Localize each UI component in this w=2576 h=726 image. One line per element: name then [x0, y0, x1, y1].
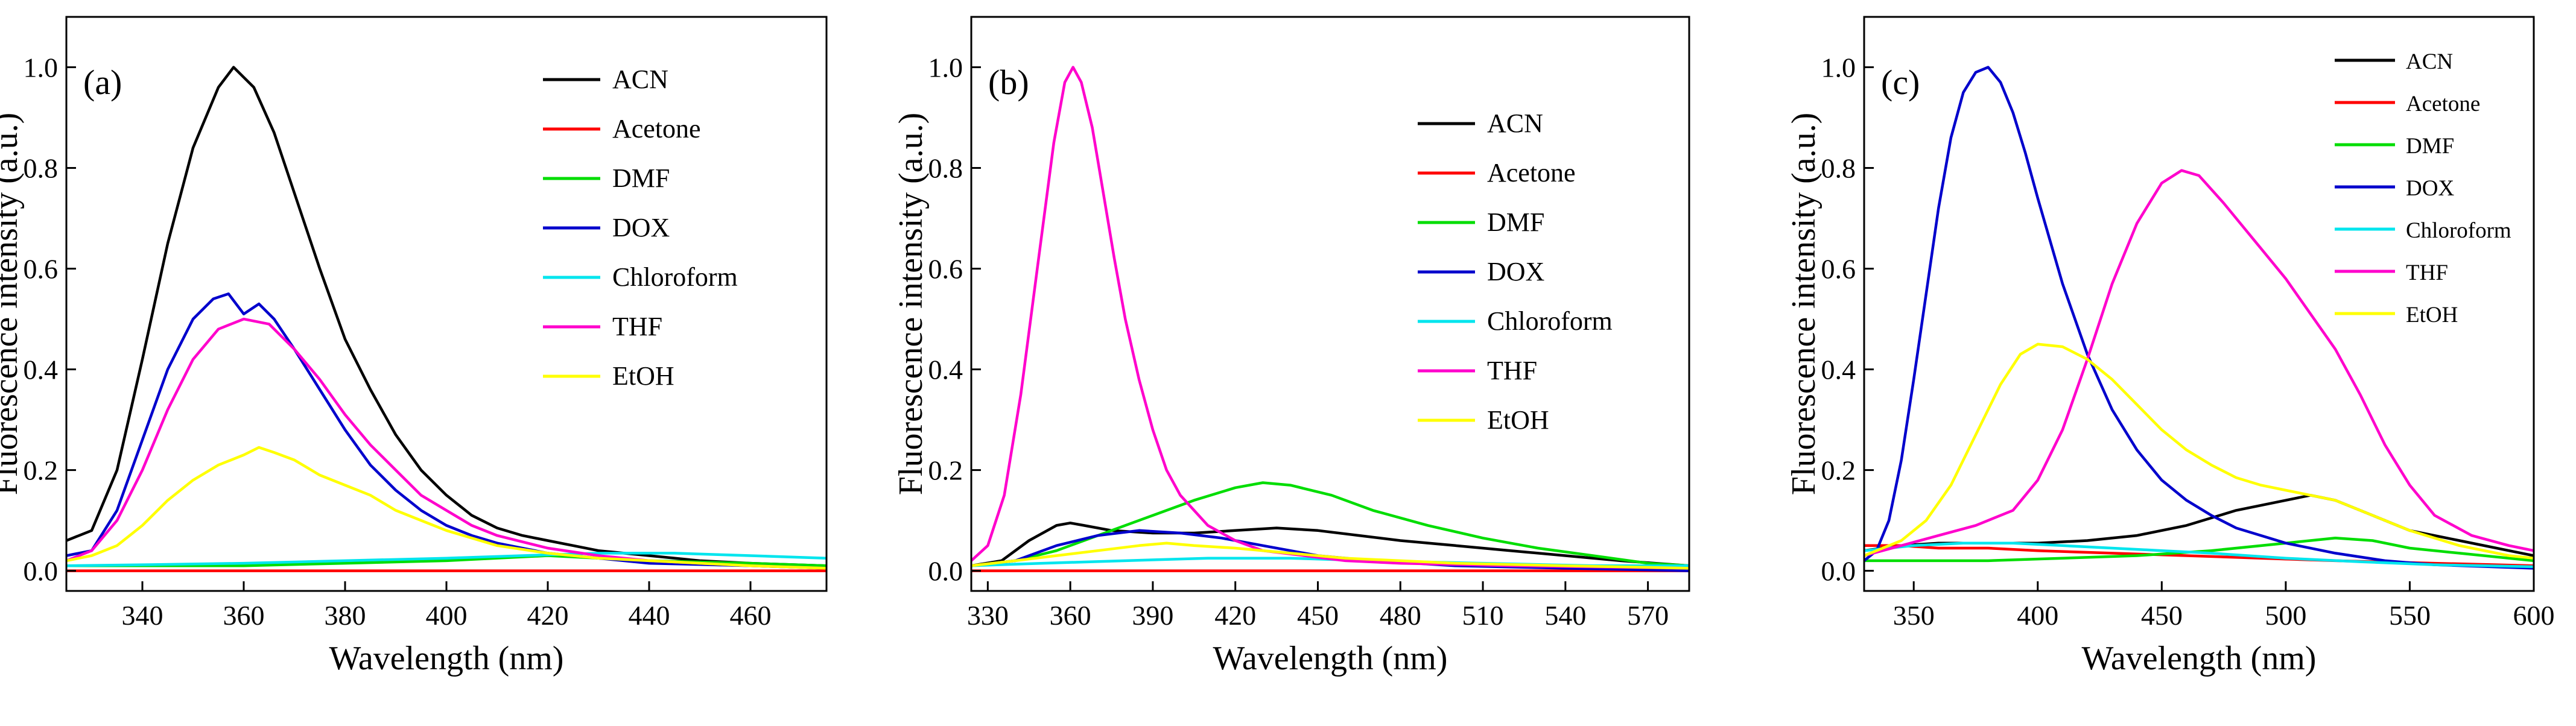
y-tick-label: 0.8	[1821, 153, 1856, 184]
x-tick-label: 380	[325, 600, 366, 631]
legend-label-thf: THF	[2406, 260, 2448, 285]
legend-label-acetone: Acetone	[2406, 92, 2480, 116]
series-line-acn	[66, 66, 826, 567]
y-axis-title: Fluorescence intensity (a.u.)	[1785, 113, 1823, 495]
y-tick-label: 0.2	[24, 455, 59, 486]
legend-label-chloroform: Chloroform	[2406, 218, 2511, 243]
x-axis-title: Wavelength (nm)	[1213, 640, 1448, 677]
x-axis-title: Wavelength (nm)	[2082, 640, 2317, 677]
series-line-acetone	[1864, 544, 2534, 567]
x-tick-label: 450	[1297, 600, 1339, 631]
legend-label-dox: DOX	[1487, 257, 1544, 286]
x-tick-label: 360	[223, 600, 265, 631]
panel-label: (b)	[988, 63, 1029, 102]
series-line-thf	[1864, 169, 2534, 557]
series-lines	[1864, 66, 2534, 570]
y-tick-label: 0.8	[24, 153, 59, 184]
y-tick-label: 0.6	[1821, 254, 1856, 285]
legend-label-thf: THF	[1487, 356, 1537, 385]
y-tick-label: 1.0	[1821, 52, 1856, 83]
legend-label-dmf: DMF	[2406, 134, 2454, 159]
legend-label-chloroform: Chloroform	[1487, 306, 1613, 336]
x-tick-label: 440	[629, 600, 670, 631]
series-line-acn	[1864, 494, 2534, 557]
plot-frame	[1863, 16, 2535, 592]
chart-panel-b: 330 360 390 420 450 480 510 540 570 0.0 0.2 0.4 0.6 0…	[892, 16, 1690, 677]
legend-label-acn: ACN	[1487, 109, 1543, 138]
y-axis-title: Fluorescence intensity (a.u.)	[0, 113, 25, 495]
plot-frame	[970, 16, 1690, 592]
y-tick-label: 0.6	[928, 254, 963, 285]
x-tick-label: 400	[2017, 600, 2058, 631]
x-tick-label: 480	[1380, 600, 1421, 631]
legend-label-acetone: Acetone	[612, 114, 701, 144]
legend: ACN Acetone DMF DOX Chloroform THF EtOH	[1418, 109, 1613, 435]
y-tick-label: 0.2	[1821, 455, 1856, 486]
legend-label-etoh: EtOH	[1487, 405, 1549, 435]
legend-label-dmf: DMF	[1487, 207, 1544, 237]
panel-label: (a)	[83, 63, 122, 102]
legend-label-etoh: EtOH	[2406, 303, 2458, 327]
series-lines	[971, 66, 1689, 572]
series-line-dox	[1864, 66, 2534, 570]
y-tick-label: 1.0	[24, 52, 59, 83]
x-tick-label: 600	[2513, 600, 2555, 631]
panel-label: (c)	[1881, 63, 1920, 102]
legend: ACN Acetone DMF DOX Chloroform THF EtOH	[2335, 49, 2511, 327]
x-tick-label: 550	[2389, 600, 2431, 631]
y-tick-label: 0.2	[928, 455, 963, 486]
y-tick-label: 0.4	[24, 355, 59, 385]
legend-label-acn: ACN	[2406, 49, 2453, 74]
chart-panel-a: 340 360 380 400 420 440 460 0.0 0.2 0.4 0.6 0.8 1.0 W…	[0, 16, 828, 677]
x-tick-label: 450	[2141, 600, 2183, 631]
legend-label-dox: DOX	[2406, 176, 2454, 201]
legend-label-dmf: DMF	[612, 163, 670, 193]
y-tick-label: 0.4	[928, 355, 963, 385]
x-tick-label: 330	[967, 600, 1009, 631]
y-tick-label: 0.4	[1821, 355, 1856, 385]
x-tick-label: 420	[1214, 600, 1256, 631]
x-tick-label: 460	[730, 600, 772, 631]
x-tick-label: 350	[1893, 600, 1935, 631]
legend-label-thf: THF	[612, 312, 662, 341]
chart-panel-c: 350 400 450 500 550 600 0.0 0.2 0.4 0.6 0.8 1.0 Wave…	[1785, 16, 2555, 677]
y-tick-label: 0.0	[24, 556, 59, 587]
series-line-dox	[66, 292, 826, 570]
y-tick-label: 0.8	[928, 153, 963, 184]
x-tick-label: 360	[1050, 600, 1091, 631]
y-axis-title: Fluorescence intensity (a.u.)	[892, 113, 930, 495]
series-line-thf	[66, 317, 826, 570]
series-line-etoh	[66, 446, 826, 570]
series-line-dmf	[1864, 537, 2534, 563]
plot-frame	[65, 16, 828, 592]
legend-label-chloroform: Chloroform	[612, 262, 738, 292]
legend-label-acn: ACN	[612, 65, 668, 94]
series-lines	[66, 66, 826, 572]
legend-label-dox: DOX	[612, 213, 670, 242]
series-line-chloroform	[66, 552, 826, 567]
series-line-dmf	[971, 481, 1689, 567]
legend-label-etoh: EtOH	[612, 361, 674, 391]
series-line-chloroform	[1864, 541, 2534, 569]
x-tick-label: 390	[1132, 600, 1173, 631]
x-tick-label: 500	[2265, 600, 2306, 631]
series-line-etoh	[1864, 342, 2534, 560]
x-tick-label: 400	[426, 600, 468, 631]
x-tick-label: 340	[122, 600, 163, 631]
series-line-acn	[971, 522, 1689, 567]
x-tick-label: 510	[1462, 600, 1504, 631]
x-tick-label: 570	[1627, 600, 1669, 631]
x-tick-label: 420	[527, 600, 569, 631]
x-tick-label: 540	[1544, 600, 1586, 631]
series-line-etoh	[971, 541, 1689, 570]
y-tick-label: 1.0	[928, 52, 963, 83]
y-tick-label: 0.6	[24, 254, 59, 285]
y-tick-label: 0.0	[928, 556, 963, 587]
x-axis-title: Wavelength (nm)	[329, 640, 564, 677]
legend: ACN Acetone DMF DOX Chloroform THF EtOH	[543, 65, 738, 391]
y-tick-label: 0.0	[1821, 556, 1856, 587]
series-line-dmf	[66, 554, 826, 567]
legend-label-acetone: Acetone	[1487, 158, 1576, 188]
